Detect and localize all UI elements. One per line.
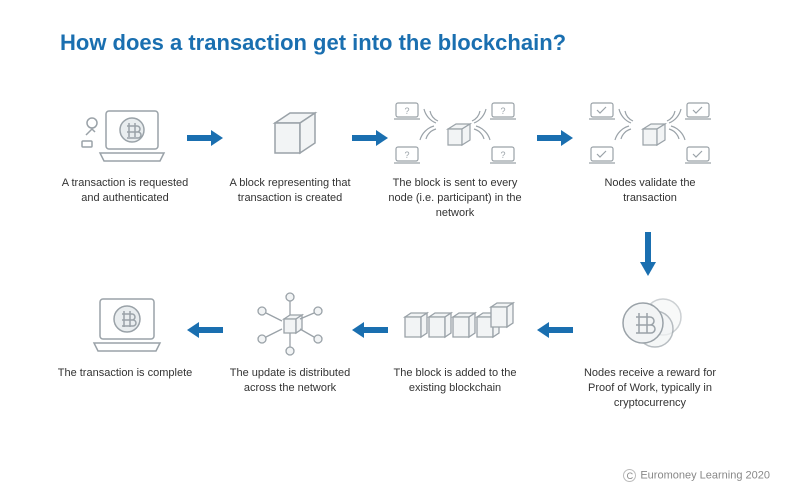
step-label: The transaction is complete [50, 366, 200, 381]
arrow-left-icon [350, 320, 390, 340]
step-requested: A transaction is requested and authentic… [50, 100, 200, 206]
reward-coins-icon [575, 290, 725, 360]
svg-text:?: ? [404, 106, 409, 116]
arrow-down-icon [638, 230, 658, 278]
page-title: How does a transaction get into the bloc… [60, 30, 566, 56]
arrow-left-icon [535, 320, 575, 340]
svg-text:?: ? [500, 106, 505, 116]
blockchain-icon [380, 290, 530, 360]
step-broadcast: ? ? ? ? The block is sent to every node … [380, 100, 530, 221]
step-label: A transaction is requested and authentic… [50, 176, 200, 206]
copyright-icon: C [623, 469, 636, 482]
laptop-coin-icon [50, 100, 200, 170]
footer-credit: CEuromoney Learning 2020 [623, 469, 770, 482]
step-label: Nodes validate the transaction [575, 176, 725, 206]
step-reward: Nodes receive a reward for Proof of Work… [575, 290, 725, 411]
network-cube-icon [215, 290, 365, 360]
step-label: The block is sent to every node (i.e. pa… [380, 176, 530, 221]
arrow-left-icon [185, 320, 225, 340]
step-distributed: The update is distributed across the net… [215, 290, 365, 396]
laptop-coin-icon [50, 290, 200, 360]
step-complete: The transaction is complete [50, 290, 200, 381]
arrow-right-icon [350, 128, 390, 148]
step-validate: Nodes validate the transaction [575, 100, 725, 206]
broadcast-check-icon [575, 100, 725, 170]
step-label: The block is added to the existing block… [380, 366, 530, 396]
step-block-created: A block representing that transaction is… [215, 100, 365, 206]
cube-icon [215, 100, 365, 170]
step-label: A block representing that transaction is… [215, 176, 365, 206]
step-label: The update is distributed across the net… [215, 366, 365, 396]
arrow-right-icon [535, 128, 575, 148]
step-label: Nodes receive a reward for Proof of Work… [575, 366, 725, 411]
svg-text:?: ? [404, 150, 409, 160]
broadcast-question-icon: ? ? ? ? [380, 100, 530, 170]
svg-text:?: ? [500, 150, 505, 160]
step-added: The block is added to the existing block… [380, 290, 530, 396]
arrow-right-icon [185, 128, 225, 148]
